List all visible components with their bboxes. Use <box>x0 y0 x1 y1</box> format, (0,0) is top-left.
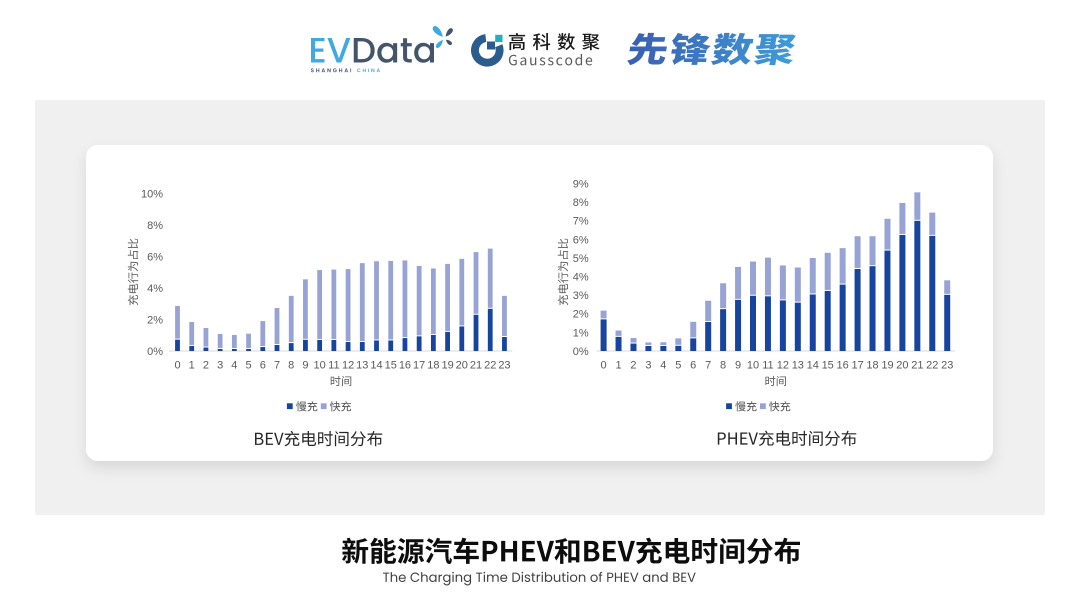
svg-text:22: 22 <box>484 359 496 371</box>
svg-text:19: 19 <box>441 359 453 371</box>
svg-text:7: 7 <box>705 359 711 371</box>
svg-text:1: 1 <box>189 359 195 371</box>
svg-text:4: 4 <box>231 359 237 371</box>
svg-text:6%: 6% <box>147 251 163 263</box>
svg-text:14: 14 <box>370 359 382 371</box>
svg-text:6%: 6% <box>573 234 589 246</box>
svg-text:8%: 8% <box>573 197 589 209</box>
svg-text:5: 5 <box>246 359 252 371</box>
svg-text:13: 13 <box>356 359 368 371</box>
svg-text:8: 8 <box>720 359 726 371</box>
svg-text:19: 19 <box>881 359 893 371</box>
svg-text:15: 15 <box>822 359 834 371</box>
svg-text:7: 7 <box>274 359 280 371</box>
svg-text:2%: 2% <box>573 309 589 321</box>
svg-text:3: 3 <box>645 359 651 371</box>
svg-text:2: 2 <box>630 359 636 371</box>
svg-text:16: 16 <box>837 359 849 371</box>
svg-text:8: 8 <box>288 359 294 371</box>
svg-text:10%: 10% <box>141 188 163 200</box>
svg-text:0%: 0% <box>573 346 589 358</box>
svg-text:9: 9 <box>735 359 741 371</box>
svg-text:20: 20 <box>896 359 908 371</box>
svg-text:0: 0 <box>174 359 180 371</box>
svg-text:14: 14 <box>807 359 819 371</box>
svg-text:11: 11 <box>328 359 339 371</box>
svg-text:6: 6 <box>260 359 266 371</box>
svg-text:17: 17 <box>413 359 425 371</box>
svg-text:8%: 8% <box>147 220 163 232</box>
svg-text:16: 16 <box>399 359 411 371</box>
svg-text:3: 3 <box>217 359 223 371</box>
svg-text:23: 23 <box>498 359 510 371</box>
svg-text:6: 6 <box>690 359 696 371</box>
svg-text:18: 18 <box>866 359 878 371</box>
svg-text:18: 18 <box>427 359 439 371</box>
svg-text:5%: 5% <box>573 253 589 265</box>
svg-text:21: 21 <box>470 359 482 371</box>
svg-text:5: 5 <box>675 359 681 371</box>
svg-text:22: 22 <box>926 359 938 371</box>
svg-text:4: 4 <box>660 359 666 371</box>
svg-text:4%: 4% <box>147 283 163 295</box>
svg-text:12: 12 <box>342 359 354 371</box>
svg-text:0%: 0% <box>147 346 163 358</box>
svg-text:23: 23 <box>941 359 953 371</box>
svg-text:13: 13 <box>792 359 804 371</box>
svg-text:0: 0 <box>601 359 607 371</box>
svg-text:4%: 4% <box>573 272 589 284</box>
svg-text:12: 12 <box>777 359 789 371</box>
svg-text:11: 11 <box>762 359 773 371</box>
svg-text:10: 10 <box>314 359 326 371</box>
svg-text:17: 17 <box>851 359 863 371</box>
svg-text:2: 2 <box>203 359 209 371</box>
svg-text:15: 15 <box>385 359 397 371</box>
svg-text:1%: 1% <box>573 327 589 339</box>
svg-text:9%: 9% <box>573 179 589 191</box>
svg-text:10: 10 <box>747 359 759 371</box>
svg-text:7%: 7% <box>573 216 589 228</box>
svg-text:2%: 2% <box>147 314 163 326</box>
svg-text:21: 21 <box>911 359 923 371</box>
svg-text:1: 1 <box>615 359 621 371</box>
svg-text:9: 9 <box>302 359 308 371</box>
svg-text:20: 20 <box>456 359 468 371</box>
svg-text:3%: 3% <box>573 290 589 302</box>
